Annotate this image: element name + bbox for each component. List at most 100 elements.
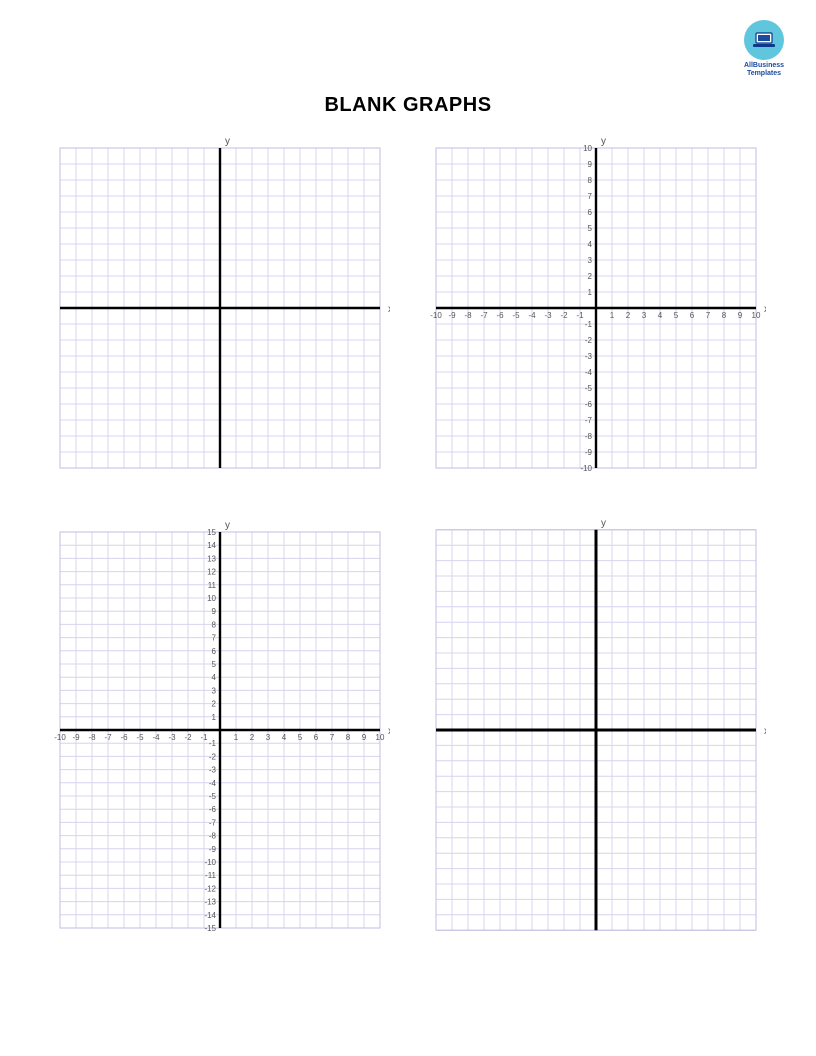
y-axis-label: y: [225, 520, 230, 531]
svg-text:-10: -10: [430, 311, 442, 320]
svg-text:3: 3: [588, 256, 593, 265]
graph-top-right: xy-10-9-8-7-6-5-4-3-2-112345678910-10-9-…: [426, 138, 766, 478]
svg-text:5: 5: [674, 311, 679, 320]
svg-text:-11: -11: [205, 871, 217, 880]
svg-text:3: 3: [266, 733, 271, 742]
page-title: BLANK GRAPHS: [0, 94, 816, 117]
svg-text:-7: -7: [585, 416, 593, 425]
svg-text:10: 10: [376, 733, 385, 742]
svg-text:7: 7: [212, 634, 217, 643]
svg-text:4: 4: [282, 733, 287, 742]
svg-text:-1: -1: [200, 733, 208, 742]
svg-text:-2: -2: [560, 311, 568, 320]
svg-text:9: 9: [738, 311, 743, 320]
svg-text:-3: -3: [168, 733, 176, 742]
svg-text:11: 11: [208, 581, 217, 590]
graph-bottom-right: xy: [426, 520, 766, 940]
svg-text:-10: -10: [580, 464, 592, 473]
svg-text:14: 14: [207, 541, 216, 550]
svg-text:-10: -10: [204, 858, 216, 867]
graph-top-left-svg: xy: [50, 138, 390, 478]
x-axis-label: x: [388, 726, 390, 737]
svg-text:-3: -3: [585, 352, 593, 361]
svg-text:-6: -6: [120, 733, 128, 742]
svg-text:5: 5: [212, 660, 217, 669]
svg-text:-1: -1: [209, 739, 217, 748]
svg-text:8: 8: [588, 176, 593, 185]
svg-text:6: 6: [690, 311, 695, 320]
svg-text:1: 1: [588, 288, 593, 297]
svg-text:2: 2: [250, 733, 255, 742]
svg-text:2: 2: [626, 311, 631, 320]
x-axis-label: x: [388, 304, 390, 315]
svg-text:2: 2: [212, 700, 217, 709]
svg-text:8: 8: [346, 733, 351, 742]
svg-text:9: 9: [588, 160, 593, 169]
svg-text:4: 4: [212, 673, 217, 682]
x-axis-label: x: [764, 304, 766, 315]
graph-bottom-left-svg: xy-10-9-8-7-6-5-4-3-2-112345678910-15-14…: [50, 520, 390, 940]
svg-text:5: 5: [298, 733, 303, 742]
svg-text:4: 4: [658, 311, 663, 320]
svg-text:3: 3: [642, 311, 647, 320]
svg-text:-6: -6: [585, 400, 593, 409]
svg-text:-9: -9: [585, 448, 593, 457]
svg-text:-8: -8: [464, 311, 472, 320]
graph-bottom-right-svg: xy: [426, 520, 766, 940]
svg-text:7: 7: [588, 192, 593, 201]
graph-top-left: xy: [50, 138, 390, 478]
svg-text:-1: -1: [585, 320, 593, 329]
graphs-grid: xy xy-10-9-8-7-6-5-4-3-2-112345678910-10…: [50, 138, 766, 940]
svg-text:-9: -9: [72, 733, 80, 742]
svg-text:10: 10: [207, 594, 216, 603]
svg-text:1: 1: [234, 733, 239, 742]
graph-top-right-svg: xy-10-9-8-7-6-5-4-3-2-112345678910-10-9-…: [426, 138, 766, 478]
laptop-icon: [753, 32, 775, 48]
svg-text:-6: -6: [496, 311, 504, 320]
svg-text:-8: -8: [209, 832, 217, 841]
svg-text:-7: -7: [209, 818, 217, 827]
y-axis-label: y: [601, 138, 606, 147]
svg-text:-5: -5: [585, 384, 593, 393]
svg-text:-4: -4: [209, 779, 217, 788]
svg-text:-7: -7: [480, 311, 488, 320]
svg-text:-3: -3: [209, 766, 217, 775]
svg-text:-8: -8: [585, 432, 593, 441]
svg-text:-15: -15: [204, 924, 216, 933]
logo-badge: AllBusiness Templates: [736, 20, 792, 77]
svg-text:3: 3: [212, 686, 217, 695]
svg-text:6: 6: [314, 733, 319, 742]
svg-text:-8: -8: [88, 733, 96, 742]
svg-text:-1: -1: [576, 311, 584, 320]
svg-text:-4: -4: [152, 733, 160, 742]
svg-text:-13: -13: [204, 898, 216, 907]
svg-text:-2: -2: [184, 733, 192, 742]
svg-text:-4: -4: [528, 311, 536, 320]
svg-text:7: 7: [330, 733, 335, 742]
svg-text:-2: -2: [585, 336, 593, 345]
svg-text:6: 6: [212, 647, 217, 656]
svg-text:-10: -10: [54, 733, 66, 742]
svg-text:8: 8: [212, 620, 217, 629]
svg-text:6: 6: [588, 208, 593, 217]
svg-text:-5: -5: [512, 311, 520, 320]
y-axis-label: y: [225, 138, 230, 147]
svg-text:-3: -3: [544, 311, 552, 320]
svg-text:1: 1: [212, 713, 217, 722]
svg-text:8: 8: [722, 311, 727, 320]
logo-text-line2: Templates: [736, 70, 792, 78]
logo-text-line1: AllBusiness: [736, 62, 792, 70]
svg-text:1: 1: [610, 311, 615, 320]
svg-text:-6: -6: [209, 805, 217, 814]
logo-circle: [744, 20, 784, 60]
svg-text:4: 4: [588, 240, 593, 249]
svg-text:-9: -9: [209, 845, 217, 854]
x-axis-label: x: [764, 726, 766, 737]
svg-text:-7: -7: [104, 733, 112, 742]
svg-text:2: 2: [588, 272, 593, 281]
graph-bottom-left: xy-10-9-8-7-6-5-4-3-2-112345678910-15-14…: [50, 520, 390, 940]
svg-text:-12: -12: [204, 884, 216, 893]
svg-text:9: 9: [362, 733, 367, 742]
svg-text:5: 5: [588, 224, 593, 233]
svg-text:13: 13: [207, 554, 216, 563]
